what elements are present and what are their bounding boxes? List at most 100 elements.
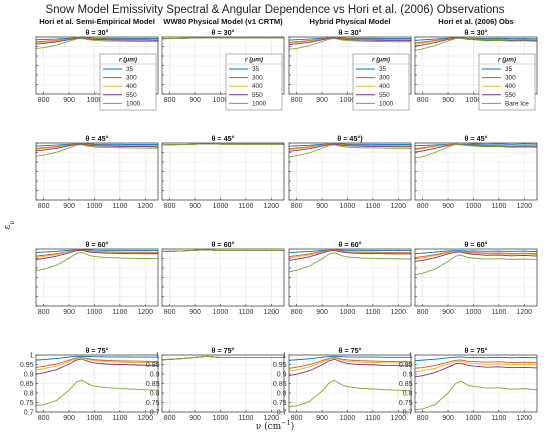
x-tick-label: 1000 [466, 415, 482, 422]
series-line-400 [414, 251, 538, 260]
legend-entry: 550 [252, 92, 263, 99]
series-line-550 [288, 143, 411, 152]
x-tick-label: 1200 [264, 203, 280, 210]
series-line-400 [288, 143, 412, 151]
series-line-1000 [35, 379, 159, 406]
x-tick-label: 800 [291, 97, 303, 104]
x-tick-label: 800 [38, 97, 50, 104]
legend-entry: 550 [505, 92, 516, 99]
y-tick-label: 0.85 [399, 381, 413, 388]
column-title: Hybrid Physical Model [309, 17, 390, 26]
x-tick-label: 900 [63, 203, 75, 210]
x-tick-label: 1000 [213, 97, 229, 104]
x-tick-label: 900 [63, 415, 75, 422]
x-tick-label: 1200 [517, 309, 533, 316]
panel: 800 900 1000 1100 12000.70.750.80.850.90.951… [273, 346, 412, 422]
y-tick-label: 1 [156, 352, 160, 359]
x-tick-label: 900 [316, 415, 328, 422]
x-tick-label: 1200 [391, 415, 407, 422]
x-tick-label: 1000 [466, 309, 482, 316]
x-tick-label: 900 [316, 309, 328, 316]
x-tick-label: 1100 [112, 415, 127, 422]
series-line-400 [414, 360, 538, 373]
x-tick-label: 1200 [138, 203, 154, 210]
legend-entry: 300 [379, 75, 390, 82]
x-tick-label: 900 [316, 97, 328, 104]
legend-title: r (μm) [498, 57, 516, 64]
legend-box [225, 53, 283, 111]
y-tick-label: 0.95 [273, 362, 287, 369]
x-tick-label: 1000 [340, 309, 356, 316]
x-tick-label: 800 [291, 203, 303, 210]
legend-entry: 1000 [126, 100, 141, 107]
y-tick-label: 0.8 [277, 390, 287, 397]
series-line-bare-ice [414, 254, 538, 276]
legend-entry: Bare Ice [505, 100, 529, 107]
x-tick-label: 900 [189, 309, 201, 316]
series-line-550 [35, 249, 158, 260]
panel-title: θ = 45°) [337, 134, 363, 143]
panel-title: θ = 75° [212, 346, 235, 355]
y-tick-label: 1 [409, 352, 413, 359]
column-title: Hori et al. (2006) Obs [438, 17, 514, 26]
series-line-550 [414, 37, 538, 47]
panel-title: θ = 60° [339, 240, 362, 249]
y-tick-label: 0.75 [273, 400, 287, 407]
panel: 800 900 1000 1100 1200 θ = 60° [35, 240, 159, 316]
legend-entry: 300 [126, 75, 137, 82]
x-tick-label: 1000 [466, 203, 482, 210]
panel: 800 900 1000 1100 1200 θ = 45° [161, 134, 285, 210]
legend-title: r (μm) [372, 57, 390, 64]
x-tick-label: 1000 [213, 203, 229, 210]
series-line-300 [414, 250, 538, 258]
y-axis-label: εν [3, 221, 16, 230]
x-tick-label: 1100 [365, 309, 380, 316]
legend-title: r (μm) [119, 57, 137, 64]
series-line-300 [288, 357, 411, 369]
legend-box [478, 53, 536, 111]
series-line-bare-ice [414, 143, 538, 159]
x-tick-label: 1000 [87, 415, 103, 422]
series-line-1000 [288, 380, 412, 408]
x-tick-label: 1100 [365, 203, 380, 210]
y-tick-label: 0.75 [146, 400, 160, 407]
y-tick-label: 0.85 [273, 381, 287, 388]
x-tick-label: 1100 [112, 309, 127, 316]
x-tick-label: 800 [417, 97, 429, 104]
y-tick-label: 0.9 [403, 371, 413, 378]
x-tick-label: 900 [442, 203, 454, 210]
x-tick-label: 1100 [238, 203, 253, 210]
legend-box [352, 53, 410, 111]
series-line-35 [414, 143, 538, 147]
series-line-400 [35, 357, 159, 371]
y-tick-label: 0.9 [277, 371, 287, 378]
series-line-550 [414, 251, 538, 262]
x-tick-label: 800 [164, 309, 176, 316]
x-tick-label: 800 [291, 415, 303, 422]
legend-entry: 550 [126, 92, 137, 99]
y-tick-label: 0.95 [399, 362, 413, 369]
panel-title: θ = 60° [465, 240, 488, 249]
y-tick-label: 0.95 [20, 362, 34, 369]
panel: 800 900 1000 1100 1200 θ = 60° [161, 240, 285, 316]
legend-entry: 35 [379, 66, 387, 73]
x-tick-label: 900 [189, 97, 201, 104]
x-tick-label: 1200 [391, 203, 407, 210]
series-line-300 [414, 359, 538, 369]
y-tick-label: 0.85 [20, 381, 34, 388]
legend-entry: 550 [379, 92, 390, 99]
series-line-1000 [161, 143, 284, 146]
x-tick-label: 900 [442, 309, 454, 316]
y-tick-label: 0.75 [399, 400, 413, 407]
x-tick-label: 800 [38, 415, 50, 422]
x-tick-label: 1000 [87, 203, 103, 210]
series-line-1000 [35, 251, 159, 272]
x-tick-label: 1100 [491, 415, 506, 422]
series-line-bare-ice [414, 380, 538, 411]
series-line-400 [288, 357, 412, 372]
x-tick-label: 800 [291, 309, 303, 316]
panel-grid: Hori et al. Semi-Empirical Model WW80 Phy… [20, 17, 538, 422]
series-line-1000 [288, 252, 412, 273]
